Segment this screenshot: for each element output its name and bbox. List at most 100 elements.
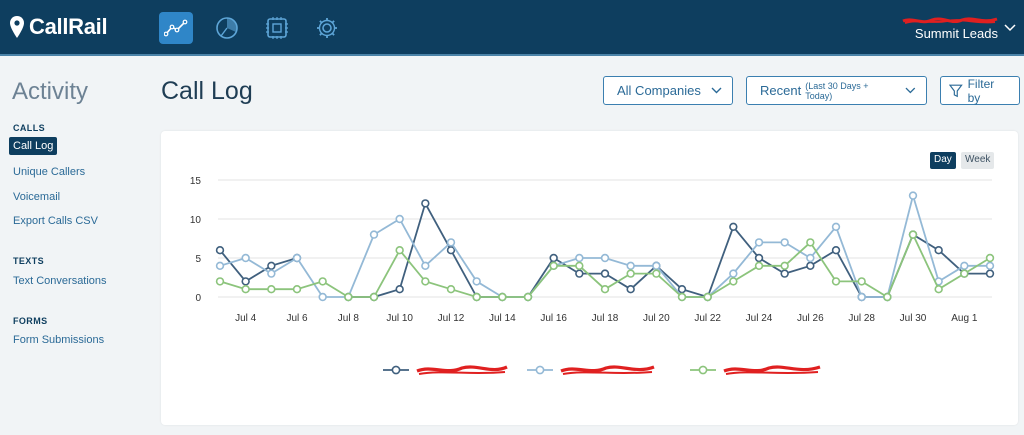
filter-button[interactable]: Filter by — [940, 76, 1020, 105]
x-tick-label: Jul 28 — [848, 313, 875, 324]
series-1-point — [780, 269, 789, 278]
activity-chart-icon — [164, 19, 188, 37]
companies-dropdown[interactable]: All Companies — [603, 76, 733, 105]
series-3-point — [215, 277, 225, 286]
series-3-point — [677, 292, 687, 302]
legend-redaction-stroke-1 — [418, 371, 506, 375]
series-2-point — [626, 261, 635, 271]
section-heading-calls: CALLS — [13, 123, 45, 133]
filter-label: Filter by — [967, 76, 995, 105]
x-tick-label: Jul 14 — [489, 313, 516, 324]
series-2-point — [985, 261, 995, 271]
sidebar-item-text-conversations[interactable]: Text Conversations — [13, 275, 107, 287]
series-3-point — [292, 285, 302, 294]
toggle-day[interactable]: Day — [930, 152, 956, 169]
sidebar-item-voicemail[interactable]: Voicemail — [13, 191, 61, 203]
series-1-point — [549, 253, 558, 263]
series-3-point — [395, 245, 404, 255]
series-2-point — [831, 222, 841, 232]
series-2-point — [806, 253, 815, 263]
series-2-point — [318, 292, 327, 302]
x-tick-label: Aug 1 — [951, 313, 978, 324]
sidebar-item-unique-callers[interactable]: Unique Callers — [13, 166, 86, 178]
date-range-dropdown[interactable]: Recent (Last 30 Days + Today) — [746, 76, 927, 105]
series-3-point — [369, 292, 379, 302]
account-menu[interactable]: Summit Leads — [902, 12, 998, 41]
series-1-point — [267, 261, 276, 271]
series-1-point — [421, 199, 430, 208]
location-pin-icon — [10, 16, 24, 38]
series-1-point — [600, 269, 610, 278]
legend-marker-3 — [698, 365, 708, 375]
series-3-point — [934, 285, 943, 294]
series-2-point — [395, 214, 404, 224]
series-2-point — [215, 261, 225, 271]
series-3-point — [703, 292, 712, 302]
series-3-point — [241, 285, 250, 294]
sidebar-item-export-calls-csv[interactable]: Export Calls CSV — [13, 215, 98, 227]
companies-dropdown-label: All Companies — [617, 83, 701, 98]
series-3-point — [600, 285, 610, 294]
series-2-point — [960, 261, 969, 271]
legend-redaction-stroke-2 — [562, 371, 653, 375]
series-3-point — [549, 261, 558, 271]
x-tick-label: Jul 12 — [438, 313, 465, 324]
series-3-point — [985, 253, 995, 263]
callrail-logo[interactable]: CallRail — [10, 14, 108, 40]
date-range-label: Recent — [760, 83, 802, 98]
series-2-point — [575, 253, 584, 263]
nav-integrations[interactable] — [260, 12, 294, 44]
nav-reports[interactable] — [210, 12, 244, 44]
x-tick-label: Jul 16 — [540, 313, 567, 324]
integrations-chip-icon — [266, 17, 288, 39]
series-2-point — [421, 261, 430, 271]
series-3-point — [780, 261, 789, 271]
section-heading-texts: TEXTS — [13, 256, 45, 266]
series-3-point — [626, 269, 635, 278]
sidebar-title: Activity — [12, 78, 89, 105]
x-tick-label: Jul 30 — [900, 313, 927, 324]
series-1-point — [754, 253, 764, 263]
toggle-week[interactable]: Week — [961, 152, 995, 169]
series-1-point — [395, 285, 404, 294]
legend-redaction-1 — [416, 365, 508, 373]
chevron-down-icon — [711, 87, 722, 94]
redaction-scribble — [902, 17, 998, 24]
series-2-point — [241, 253, 250, 263]
nav-activity[interactable] — [159, 12, 193, 44]
x-tick-label: Jul 22 — [694, 313, 721, 324]
y-tick-label: 15 — [190, 176, 202, 187]
series-2-point — [267, 269, 276, 278]
nav-settings[interactable] — [310, 12, 344, 44]
series-1-point — [446, 245, 456, 255]
series-3-point — [318, 277, 327, 286]
series-3-point — [344, 292, 353, 302]
page-title: Call Log — [161, 77, 253, 105]
call-activity-chart-card: Day Week 0 5 10 15 Jul 4 Jul 6 Jul 8 Jul 10 Jul … — [161, 131, 1018, 425]
series-3-point — [652, 269, 661, 278]
series-3-point — [754, 261, 764, 271]
series-1-point — [241, 277, 250, 286]
series-2-point — [652, 261, 661, 271]
series-3-point — [729, 277, 738, 286]
series-2-line — [219, 192, 990, 298]
logo-text: CallRail — [29, 14, 108, 39]
series-3-point — [831, 277, 841, 286]
series-2-point — [600, 253, 610, 263]
series-2-point — [369, 230, 379, 239]
series-2-point — [729, 269, 738, 278]
sidebar-item-form-submissions[interactable]: Form Submissions — [13, 334, 105, 346]
account-company-redacted — [902, 12, 998, 24]
legend-redaction-2 — [560, 365, 655, 373]
series-3-point — [883, 292, 892, 302]
settings-gear-icon — [317, 18, 337, 38]
y-tick-label: 5 — [195, 254, 201, 265]
series-1-point — [831, 245, 841, 255]
x-tick-label: Jul 26 — [797, 313, 824, 324]
sidebar-item-call-log[interactable]: Call Log — [9, 137, 58, 155]
series-2-point — [472, 277, 481, 286]
series-1-point — [985, 269, 995, 278]
chevron-down-icon[interactable] — [1004, 24, 1016, 32]
series-3-point — [472, 292, 481, 302]
x-tick-label: Jul 8 — [338, 313, 360, 324]
